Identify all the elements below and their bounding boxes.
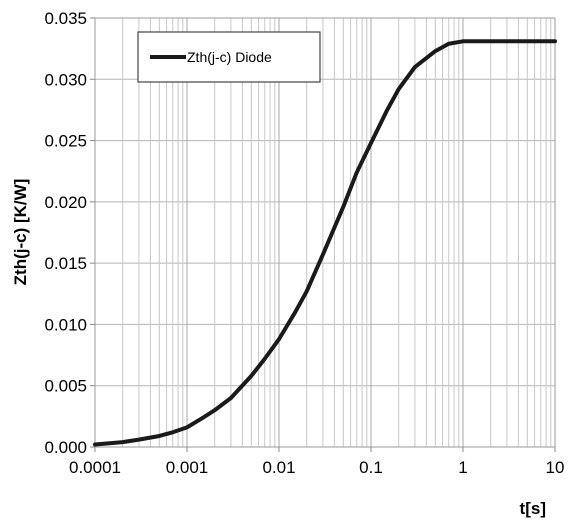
y-tick-label: 0.035 <box>44 9 87 28</box>
series-line <box>93 39 557 447</box>
y-tick-label: 0.000 <box>44 438 87 457</box>
x-tick-label: 0.0001 <box>69 458 121 477</box>
y-tick-label: 0.020 <box>44 193 87 212</box>
legend: Zth(j-c) Diode <box>137 31 321 83</box>
x-tick-label: 1 <box>458 458 467 477</box>
x-tick-label: 10 <box>546 458 565 477</box>
x-tick-label: 0.001 <box>166 458 209 477</box>
y-tick-label: 0.030 <box>44 70 87 89</box>
x-axis-ticks: 0.0001 0.001 0.01 0.1 1 10 <box>69 447 564 477</box>
x-tick-label: 0.1 <box>359 458 383 477</box>
y-axis-ticks: 0.000 0.005 0.010 0.015 0.020 0.025 0.030 0.035 <box>44 9 95 457</box>
x-axis-title: t[s] <box>520 499 546 518</box>
y-tick-label: 0.010 <box>44 315 87 334</box>
y-tick-label: 0.025 <box>44 132 87 151</box>
plot-area-frame <box>94 17 556 448</box>
x-tick-label: 0.01 <box>262 458 295 477</box>
grid <box>94 17 555 448</box>
y-tick-label: 0.005 <box>44 377 87 396</box>
y-tick-label: 0.015 <box>44 254 87 273</box>
legend-label: Zth(j-c) Diode <box>187 49 272 65</box>
y-axis-title: Zth(j-c) [K/W] <box>11 179 30 286</box>
series-layer <box>93 39 557 447</box>
